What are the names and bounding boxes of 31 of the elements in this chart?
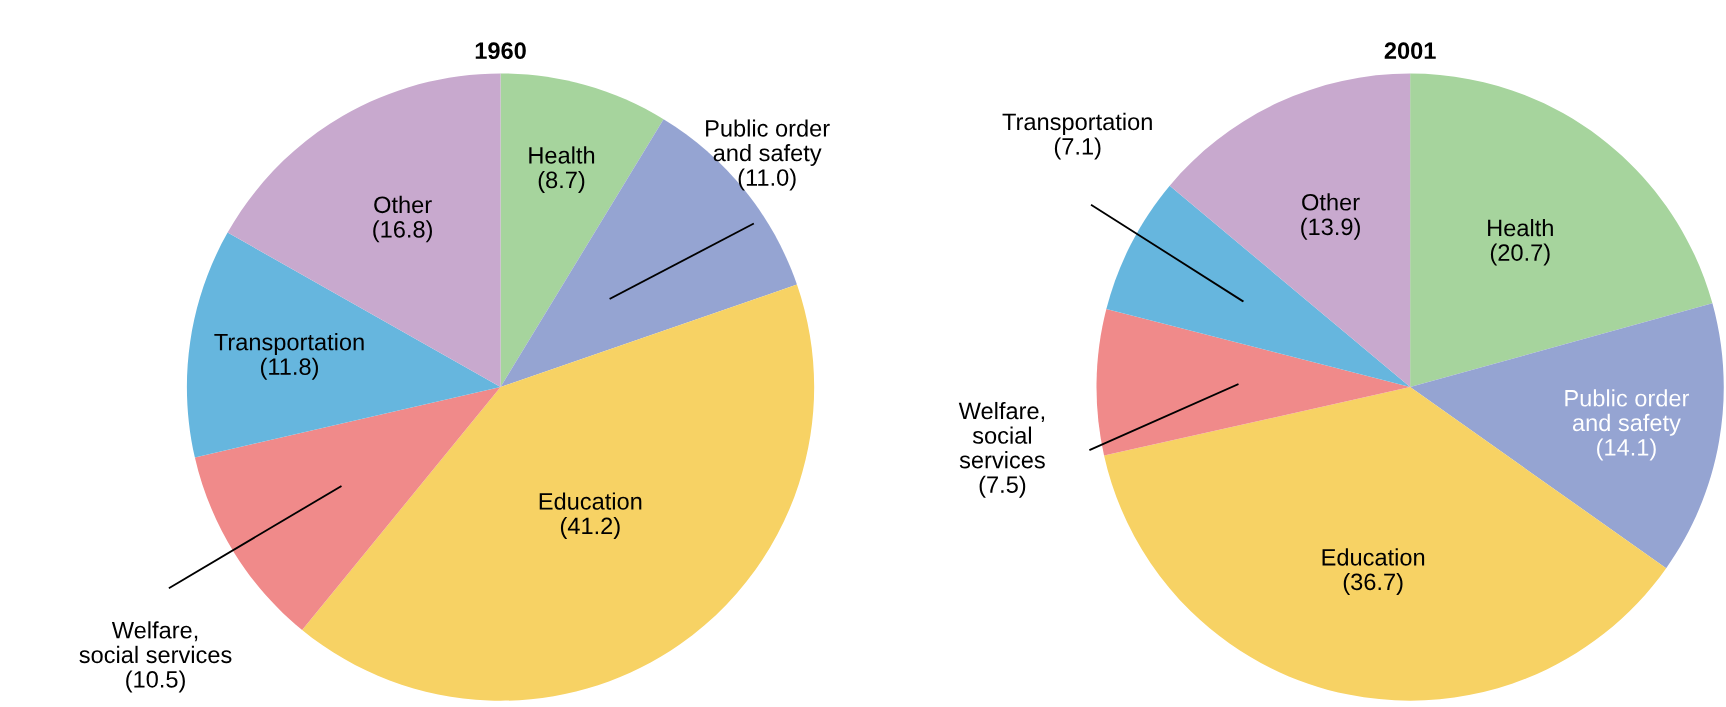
data-label: (10.5) [126, 670, 185, 693]
slice-label: Welfare, social services [958, 401, 1045, 469]
data-label: (7.5) [979, 475, 1026, 498]
pie-slice [1169, 73, 1411, 388]
slice-label: Welfare, social services [79, 621, 232, 664]
data-label: (14.1) [1597, 438, 1656, 461]
chart-title: 2001 [1384, 42, 1436, 60]
data-label: (11.8) [260, 357, 318, 380]
pie-slice [500, 73, 664, 388]
data-label: (20.7) [1490, 243, 1550, 266]
slice-label: Transportation [1002, 112, 1152, 135]
data-label: (13.9) [1301, 217, 1360, 240]
pie-slice [1410, 73, 1713, 388]
chart-title: 1960 [475, 42, 526, 60]
slice-label: Health [529, 146, 595, 164]
slice-label: Public order and safety [706, 119, 830, 166]
pie-slice [1096, 309, 1411, 456]
data-label: (36.7) [1343, 572, 1403, 595]
slice-label: Public order and safety [1565, 389, 1690, 436]
slice-label: Other [374, 195, 432, 214]
slice-label: Transportation [214, 333, 364, 356]
slice-label: Other [1302, 193, 1360, 211]
data-label: (8.7) [538, 170, 585, 193]
pie-slice [1106, 185, 1411, 388]
data-label: (11.0) [738, 168, 796, 191]
slice-label: Education [1322, 548, 1425, 566]
data-label: (7.1) [1054, 137, 1101, 160]
slice-label: Education [539, 492, 642, 510]
data-label: (16.8) [373, 220, 432, 243]
slice-label: Health [1488, 219, 1553, 237]
data-label: (41.2) [560, 516, 620, 539]
